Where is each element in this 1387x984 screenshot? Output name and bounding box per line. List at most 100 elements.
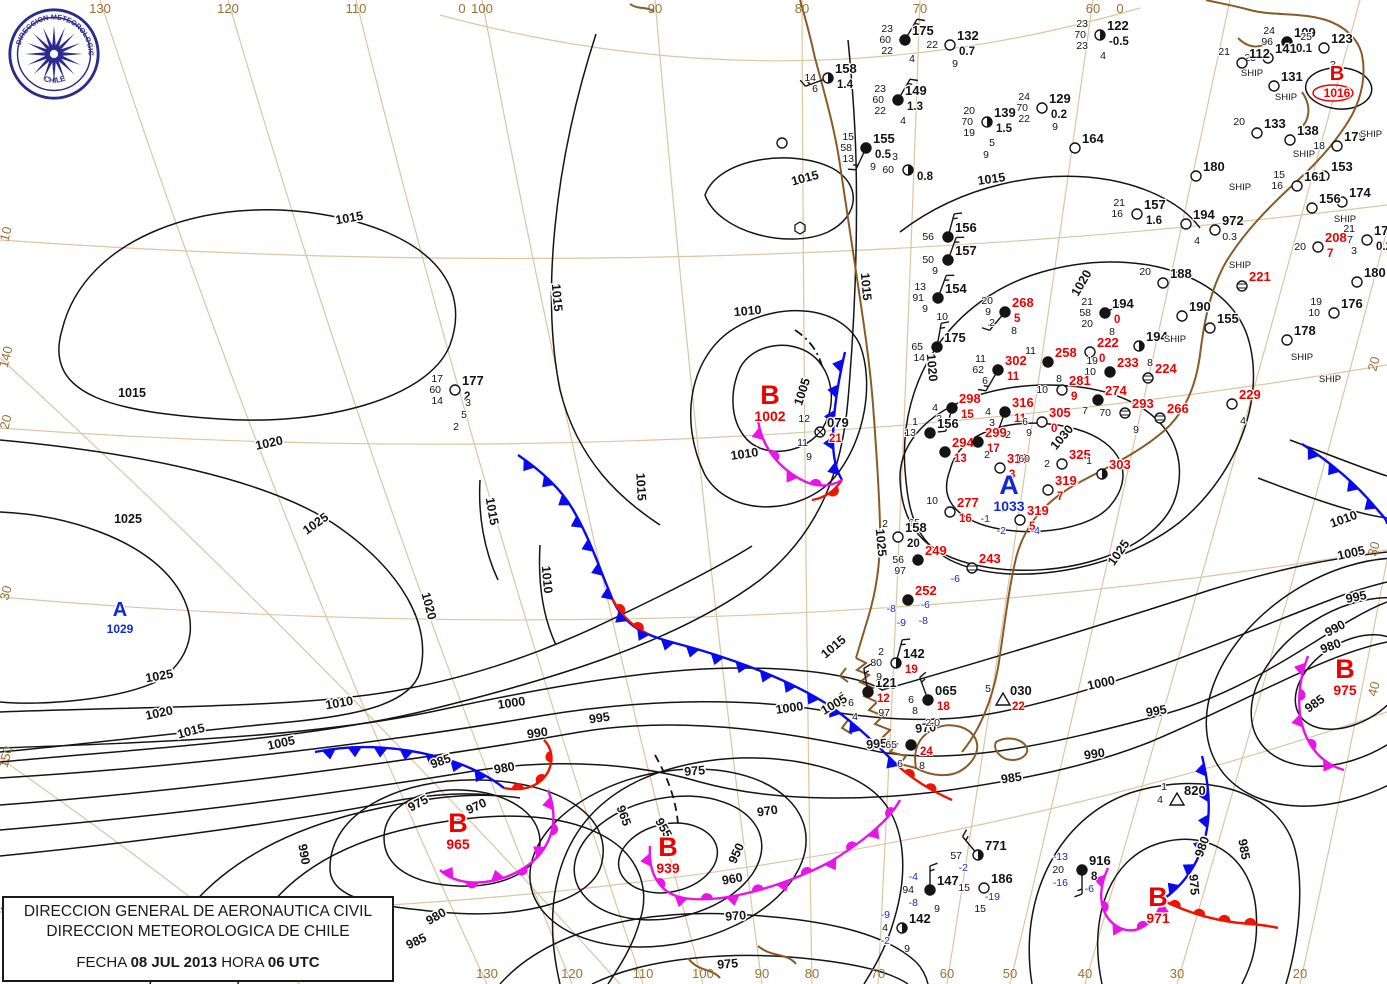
- station-annotation: 65: [908, 517, 920, 529]
- station-triangle-icon: [1168, 791, 1186, 806]
- station-id: 156: [955, 220, 977, 235]
- station-plot: 318 360 2: [983, 448, 1031, 482]
- isobar-value-label: 1020: [419, 591, 440, 622]
- isobar-value-label: 975: [1186, 874, 1202, 896]
- station-circle-icon: [1318, 170, 1330, 182]
- station-id: 258: [1055, 345, 1077, 360]
- station-plot: 123 25 3: [1299, 30, 1354, 72]
- warm-front-symbols: [511, 750, 552, 790]
- isobar-value-label: 975: [717, 956, 739, 972]
- station-annotation: -9: [881, 909, 890, 921]
- ship-label: SHIP: [1291, 352, 1313, 363]
- occluded-front-symbols: [640, 807, 895, 908]
- station-circle-icon: [1092, 394, 1104, 406]
- station-subvalue: 0.7: [959, 46, 975, 58]
- isobar-value-label: 1000: [497, 694, 527, 712]
- svg-text:CHILE: CHILE: [43, 74, 67, 85]
- station-annotation: 6: [982, 375, 988, 387]
- station-id: 164: [1082, 131, 1104, 146]
- station-plot: 325 8 2: [1043, 446, 1092, 488]
- station-subvalue: 19: [905, 664, 918, 676]
- station-annotation: 10: [926, 495, 938, 507]
- pressure-center-letter: A: [113, 599, 127, 621]
- station-annotation: 5: [989, 137, 995, 149]
- station-id: 155: [1217, 311, 1239, 326]
- station-circle-icon: [972, 436, 984, 448]
- station-subvalue: 0.2: [1376, 241, 1387, 253]
- coastline: [629, 0, 1365, 979]
- cold-front-symbols: [321, 747, 487, 783]
- isobar-value-label: 980: [493, 759, 516, 776]
- station-id: 305: [1049, 405, 1071, 420]
- station-circle-icon: [932, 292, 944, 304]
- station-annotation: 60: [1018, 453, 1030, 465]
- station-annotation: -2: [881, 935, 890, 947]
- station-subvalue: 1.6: [1146, 215, 1162, 227]
- isobar-value-label: 980: [423, 905, 448, 928]
- latitude-label-left: 150: [0, 744, 16, 769]
- station-annotation: -9: [897, 617, 906, 629]
- station-annotation: -19: [985, 891, 1000, 903]
- station-id: 154: [945, 281, 967, 296]
- station-hexagon-icon: [794, 221, 806, 235]
- station-annotation: 22: [881, 45, 893, 57]
- station-annotation: 20: [1139, 266, 1151, 278]
- station-annotation: -8: [887, 603, 896, 615]
- station-circle-icon: [892, 531, 904, 543]
- station-circle-icon: [1076, 864, 1088, 876]
- station-plot: 180: [1190, 158, 1226, 182]
- station-id: 188: [1170, 266, 1192, 281]
- station-annotation: 20: [1081, 318, 1093, 330]
- station-annotation: 18: [1313, 140, 1325, 152]
- station-annotation: 6: [812, 83, 818, 95]
- station-id: 179: [1344, 129, 1366, 144]
- station-plot: 208 7 20: [1293, 229, 1348, 261]
- longitude-label-top: 0: [458, 1, 465, 16]
- isobar-value-label: 985: [1000, 770, 1023, 787]
- station-annotation: 13: [914, 281, 926, 293]
- station-circle-icon: [1131, 208, 1143, 220]
- station-circle-icon: [902, 594, 914, 606]
- station-annotation: 14: [913, 352, 925, 364]
- station-id: 153: [1331, 159, 1353, 174]
- station-id: 180: [1203, 159, 1225, 174]
- station-circle-icon: [992, 364, 1004, 376]
- station-annotation: 22: [926, 39, 938, 51]
- station-annotation: 21: [1343, 223, 1355, 235]
- station-annotation: 0.3: [1222, 231, 1237, 243]
- station-circle-icon: [939, 446, 951, 458]
- station-annotation: 22: [874, 105, 886, 117]
- station-id: 109: [1294, 25, 1316, 40]
- station-annotation: 1: [1161, 781, 1167, 793]
- station-annotation: 8: [1072, 475, 1078, 487]
- station-annotation: 15: [1273, 169, 1285, 181]
- station-annotation: 4: [1100, 50, 1106, 62]
- station-circle-icon: [1268, 80, 1280, 92]
- station-annotation: 70: [1016, 102, 1028, 114]
- dmc-logo: DIRECCION METEOROLOGICA CHILE: [6, 6, 100, 100]
- station-annotation: 97: [878, 707, 890, 719]
- cold-front-symbols: [1167, 762, 1209, 895]
- station-plot: 132 0.7 22 9: [925, 27, 980, 71]
- station-annotation: 19: [963, 127, 975, 139]
- station-circle-icon: [1328, 307, 1340, 319]
- station-annotation: 9: [1052, 121, 1058, 133]
- pressure-center-value: 1016: [1324, 86, 1351, 100]
- station-circle-icon: [944, 506, 956, 518]
- longitude-label-top: 0: [1116, 1, 1123, 16]
- station-plot: 299 17: [972, 424, 1008, 456]
- station-annotation: 2: [1005, 429, 1011, 441]
- station-annotation: 3: [936, 413, 942, 425]
- station-subvalue: 24: [920, 746, 933, 758]
- station-subvalue: 5: [1014, 313, 1021, 325]
- station-annotation: 8: [919, 760, 925, 772]
- station-circle-icon: [1209, 224, 1221, 236]
- station-annotation: 21: [1218, 46, 1230, 58]
- isobar-value-label: 995: [1345, 588, 1368, 606]
